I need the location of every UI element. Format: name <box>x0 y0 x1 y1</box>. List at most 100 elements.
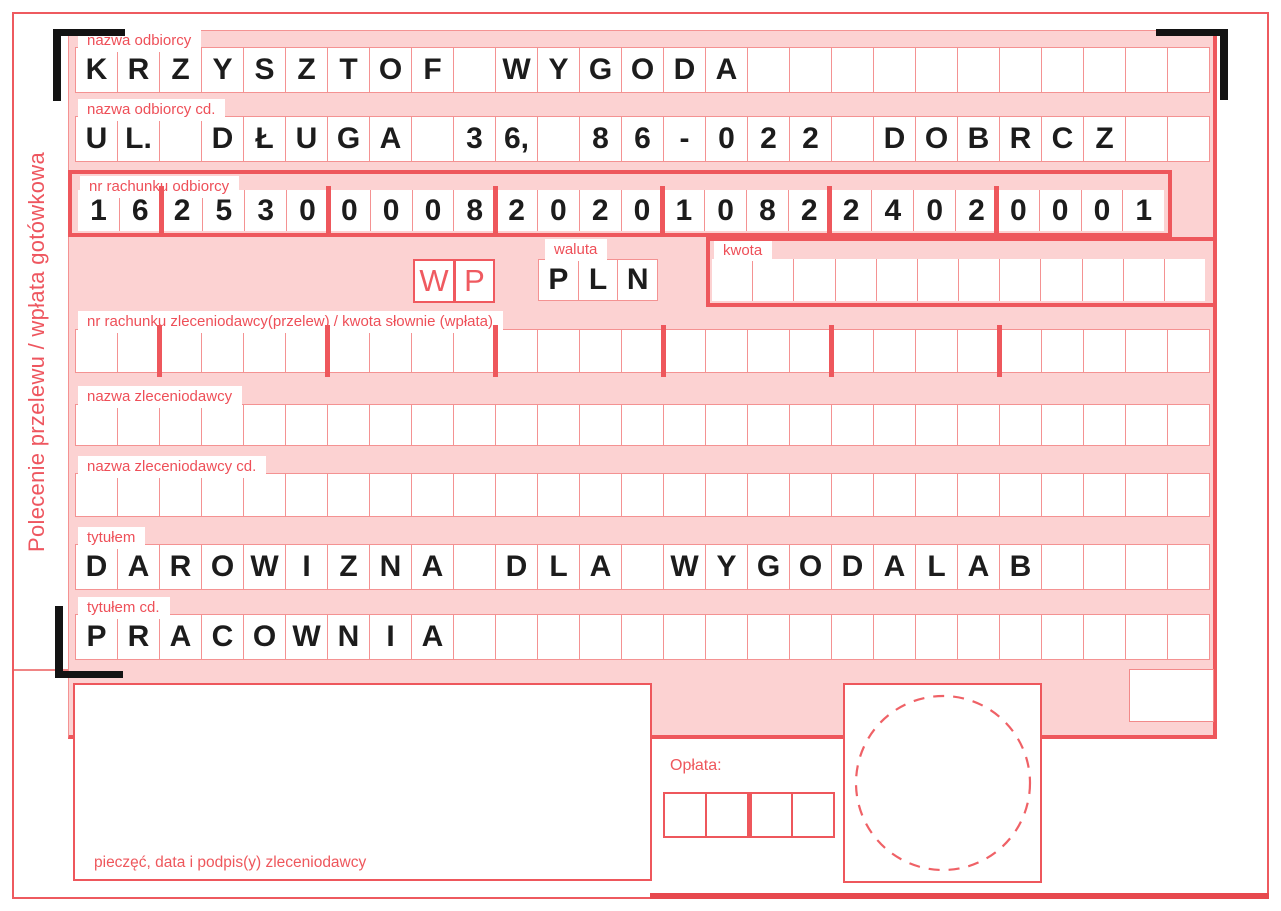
cell-nazwa_odbiorcy_cd[interactable] <box>160 117 202 161</box>
cell-nazwa_zleceniodawcy[interactable] <box>1000 405 1042 445</box>
cell-tytulem_cd[interactable] <box>454 615 496 659</box>
cell-tytulem_cd[interactable] <box>874 615 916 659</box>
cell-nazwa_odbiorcy[interactable]: O <box>622 48 664 92</box>
cell-nr_rachunku_odbiorcy[interactable]: 0 <box>371 190 413 231</box>
cell-nazwa_odbiorcy[interactable]: G <box>580 48 622 92</box>
amount-cells[interactable] <box>712 259 1205 301</box>
cell-nazwa_odbiorcy_cd[interactable]: L. <box>118 117 160 161</box>
cell-amount[interactable] <box>959 259 1001 301</box>
cell-tytulem[interactable]: D <box>832 545 874 589</box>
cell-amount[interactable] <box>836 259 877 301</box>
cell-tytulem_cd[interactable] <box>580 615 622 659</box>
cell-amount[interactable] <box>877 259 918 301</box>
cell-nr_rachunku_zleceniodawcy[interactable] <box>412 330 454 372</box>
cell-nazwa_odbiorcy_cd[interactable]: G <box>328 117 370 161</box>
cell-amount[interactable] <box>1083 259 1124 301</box>
cell-nazwa_odbiorcy_cd[interactable]: Ł <box>244 117 286 161</box>
cell-nazwa_odbiorcy[interactable]: T <box>328 48 370 92</box>
cell-nazwa_odbiorcy[interactable]: Z <box>286 48 328 92</box>
cell-tytulem_cd[interactable] <box>664 615 706 659</box>
cell-nazwa_zleceniodawcy_cd[interactable] <box>160 474 202 516</box>
cell-nazwa_odbiorcy[interactable] <box>454 48 496 92</box>
cell-nr_rachunku_zleceniodawcy[interactable] <box>706 330 748 372</box>
cell-nr_rachunku_odbiorcy[interactable]: 8 <box>454 190 497 231</box>
cell-tytulem[interactable]: D <box>496 545 538 589</box>
cell-currency[interactable]: P <box>539 260 579 300</box>
cell-tytulem[interactable] <box>1168 545 1209 589</box>
cell-nazwa_zleceniodawcy[interactable] <box>76 405 118 445</box>
cell-tytulem_cd[interactable] <box>538 615 580 659</box>
cell-tytulem[interactable]: B <box>1000 545 1042 589</box>
cell-nazwa_zleceniodawcy_cd[interactable] <box>1168 474 1209 516</box>
cell-amount[interactable] <box>1000 259 1042 301</box>
cell-nazwa_zleceniodawcy[interactable] <box>496 405 538 445</box>
cell-nazwa_zleceniodawcy_cd[interactable] <box>328 474 370 516</box>
cell-nazwa_zleceniodawcy[interactable] <box>958 405 1000 445</box>
cell-nr_rachunku_odbiorcy[interactable]: 1 <box>1135 193 1153 227</box>
cell-nazwa_zleceniodawcy_cd[interactable] <box>118 474 160 516</box>
cell-nazwa_zleceniodawcy_cd[interactable] <box>790 474 832 516</box>
cell-tytulem_cd[interactable] <box>496 615 538 659</box>
cell-nazwa_zleceniodawcy_cd[interactable] <box>454 474 496 516</box>
cell-tytulem_cd[interactable] <box>1168 615 1209 659</box>
cell-nr_rachunku_odbiorcy[interactable]: 1 <box>78 190 120 231</box>
cell-nazwa_zleceniodawcy[interactable] <box>160 405 202 445</box>
cell-nazwa_odbiorcy_cd[interactable]: 6 <box>622 117 664 161</box>
cell-amount[interactable] <box>712 259 754 301</box>
cell-tytulem[interactable] <box>1126 545 1168 589</box>
cell-nazwa_odbiorcy[interactable] <box>832 48 874 92</box>
cell-tytulem_cd[interactable]: P <box>76 615 118 659</box>
cell-nr_rachunku_odbiorcy[interactable]: 0 <box>413 190 455 231</box>
cell-nazwa_odbiorcy[interactable]: R <box>118 48 160 92</box>
signature-stamp-area[interactable]: pieczęć, data i podpis(y) zleceniodawcy <box>73 683 652 881</box>
cell-nr_rachunku_odbiorcy[interactable]: 2 <box>789 190 831 231</box>
cell-nazwa_zleceniodawcy_cd[interactable] <box>706 474 748 516</box>
cell-tytulem_cd[interactable] <box>916 615 958 659</box>
cell-nazwa_odbiorcy[interactable] <box>1000 48 1042 92</box>
cell-nr_rachunku_zleceniodawcy[interactable] <box>664 330 706 372</box>
cell-nazwa_zleceniodawcy_cd[interactable] <box>496 474 538 516</box>
field-cells-nazwa_odbiorcy_cd[interactable]: U L. D Ł U G A 3 6, 8 6-0 2 2 D O B R C Z <box>75 116 1210 162</box>
cell-tytulem[interactable]: A <box>874 545 916 589</box>
cell-nr_rachunku_zleceniodawcy[interactable] <box>874 330 916 372</box>
cell-amount[interactable] <box>753 259 795 301</box>
cell-nazwa_zleceniodawcy[interactable] <box>538 405 580 445</box>
cell-nazwa_zleceniodawcy_cd[interactable] <box>286 474 328 516</box>
cell-nr_rachunku_zleceniodawcy[interactable] <box>790 330 832 372</box>
cell-nazwa_odbiorcy[interactable] <box>874 48 916 92</box>
cell-nr_rachunku_zleceniodawcy[interactable] <box>496 330 538 372</box>
transfer-type-w-box[interactable]: W <box>413 259 455 303</box>
fee-cells[interactable] <box>663 792 835 838</box>
cell-nazwa_odbiorcy_cd[interactable]: D <box>874 117 916 161</box>
cell-tytulem[interactable]: O <box>790 545 832 589</box>
cell-tytulem_cd[interactable]: W <box>286 615 328 659</box>
cell-tytulem[interactable]: A <box>412 545 454 589</box>
cell-nr_rachunku_zleceniodawcy[interactable] <box>580 330 622 372</box>
cell-nazwa_odbiorcy_cd[interactable]: 0 <box>706 117 748 161</box>
cell-nazwa_odbiorcy[interactable]: O <box>370 48 412 92</box>
cell-nazwa_zleceniodawcy_cd[interactable] <box>916 474 958 516</box>
cell-nazwa_zleceniodawcy_cd[interactable] <box>244 474 286 516</box>
cell-nr_rachunku_zleceniodawcy[interactable] <box>160 330 202 372</box>
cell-nr_rachunku_odbiorcy[interactable]: 0 <box>1082 190 1124 231</box>
cell-nr_rachunku_odbiorcy[interactable]: 0 <box>705 190 747 231</box>
cell-nr_rachunku_odbiorcy[interactable]: 2 <box>831 190 873 231</box>
cell-tytulem_cd[interactable]: A <box>412 615 454 659</box>
cell-nr_rachunku_odbiorcy[interactable]: 0 <box>622 190 664 231</box>
cell-nr_rachunku_zleceniodawcy[interactable] <box>76 330 118 372</box>
cell-tytulem_cd[interactable]: C <box>202 615 244 659</box>
cell-nr_rachunku_zleceniodawcy[interactable] <box>370 330 412 372</box>
cell-nazwa_odbiorcy_cd[interactable]: U <box>76 117 118 161</box>
cell-currency[interactable]: L <box>579 260 619 300</box>
field-cells-nr_rachunku_zleceniodawcy[interactable] <box>75 329 1210 373</box>
cell-nr_rachunku_zleceniodawcy[interactable] <box>538 330 580 372</box>
cell-nazwa_zleceniodawcy[interactable] <box>454 405 496 445</box>
cell-tytulem[interactable]: W <box>244 545 286 589</box>
cell-nazwa_odbiorcy[interactable] <box>958 48 1000 92</box>
cell-nazwa_odbiorcy[interactable]: Z <box>160 48 202 92</box>
cell-nr_rachunku_odbiorcy[interactable]: 0 <box>1040 190 1082 231</box>
cell-nr_rachunku_odbiorcy[interactable]: 2 <box>580 190 622 231</box>
cell-nr_rachunku_zleceniodawcy[interactable] <box>1168 330 1209 372</box>
cell-nazwa_zleceniodawcy_cd[interactable] <box>412 474 454 516</box>
cell-nazwa_zleceniodawcy[interactable] <box>1042 405 1084 445</box>
